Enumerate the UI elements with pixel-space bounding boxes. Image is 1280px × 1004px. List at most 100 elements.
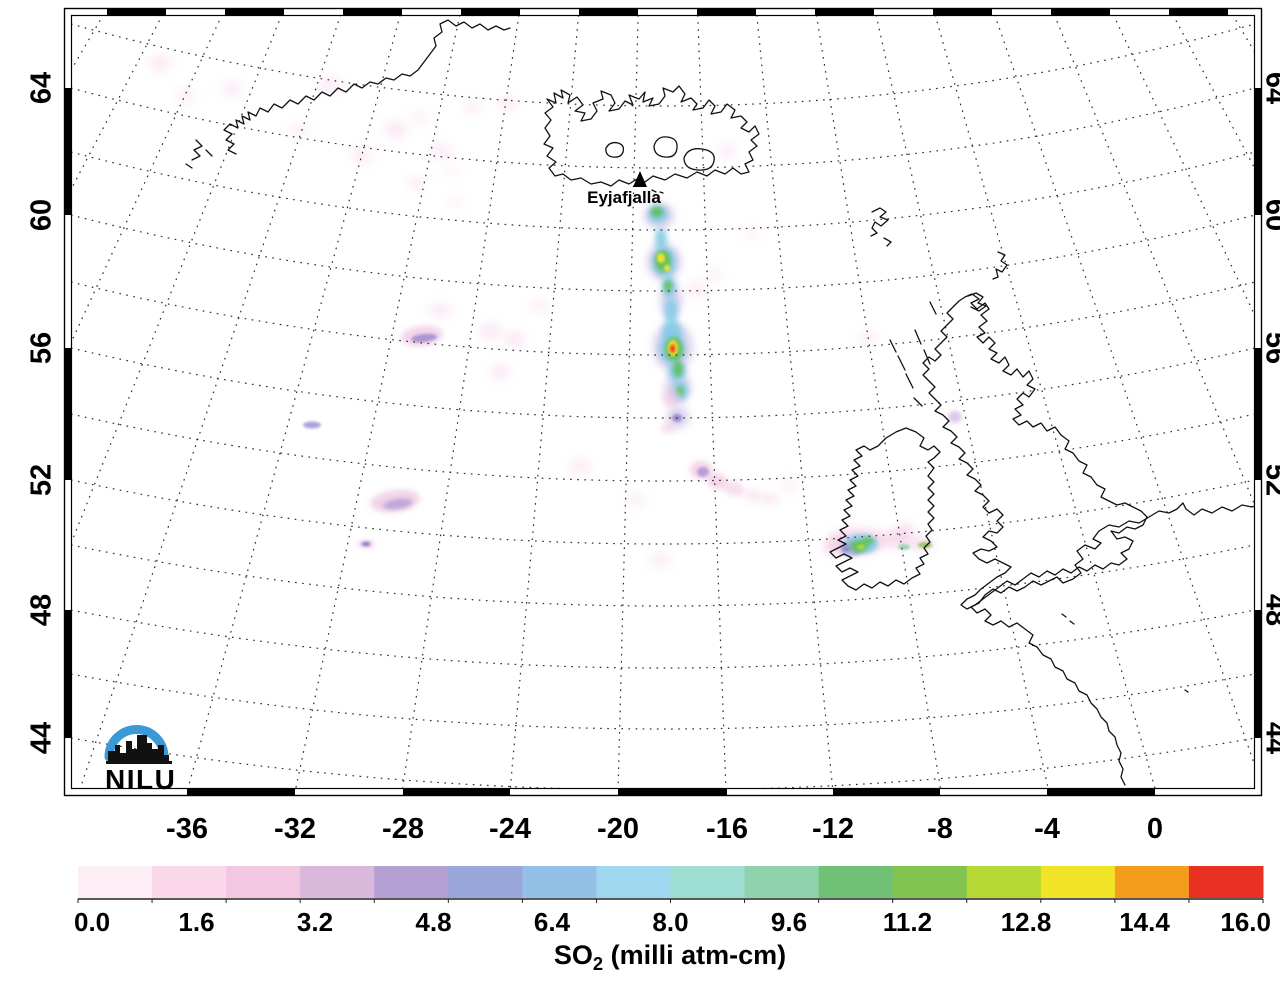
so2-plume-blob [718, 144, 736, 158]
meridian-line--32 [295, 15, 461, 789]
colorbar-tick-label: 3.2 [297, 907, 333, 937]
colorbar-segment [78, 866, 153, 898]
lon-axis-label: -4 [1034, 813, 1060, 845]
so2-plume-blob [447, 197, 463, 207]
coastline-westman-islands [651, 189, 664, 194]
coastline-ireland [829, 427, 941, 591]
coastlines [185, 19, 1255, 786]
parallel-line-48 [71, 609, 1255, 669]
parallel-line-42 [71, 802, 1255, 851]
coastline-faroe-islands [870, 207, 892, 247]
meridian-line--36 [187, 15, 401, 789]
coastline-hebrides [889, 301, 937, 407]
lat-axis-label-left: 60 [25, 199, 57, 231]
colorbar-segment [300, 866, 375, 898]
frame-band-bottom [618, 789, 727, 795]
graticule [71, 15, 1255, 851]
colorbar-segment [152, 866, 227, 898]
so2-plume-blob [670, 345, 675, 353]
lat-axis-label-right: 56 [1260, 332, 1280, 364]
meridian-line--56 [71, 15, 104, 72]
so2-plume-blob [744, 227, 760, 239]
nilu-skyline-icon [115, 745, 120, 763]
so2-plume-blob [291, 124, 309, 136]
frame-band-top [579, 9, 638, 15]
colorbar-tick-label: 16.0 [1220, 907, 1271, 937]
frame-band-top [933, 9, 992, 15]
coastline-iceland-glacier-2 [653, 136, 678, 158]
meridian-line--20 [617, 15, 639, 789]
colorbar-tick-label: 14.4 [1119, 907, 1170, 937]
colorbar-segment [226, 866, 301, 898]
frame-band-left [65, 88, 71, 215]
nilu-skyline-icon [126, 741, 132, 763]
so2-plume-blob [149, 55, 171, 71]
parallel-line-58 [71, 281, 1255, 356]
meridian-line--16 [697, 15, 727, 789]
lon-axis-label: -28 [382, 813, 424, 845]
axis-labels: 64 60 56 52 48 44 64 60 56 52 48 44 -36 -32 -28 -24 -20 -… [25, 72, 1280, 845]
so2-plume-blob [895, 522, 915, 536]
nilu-skyline-icon [120, 753, 126, 763]
so2-plume-blob [664, 280, 672, 292]
map-frame [63, 7, 1263, 797]
frame-band-left [65, 348, 71, 480]
so2-plume-blob [761, 493, 779, 505]
lat-axis-label-right: 60 [1260, 199, 1280, 231]
frame-band-top [107, 9, 166, 15]
frame-band-right [1255, 610, 1261, 738]
so2-plume-blob [383, 498, 413, 510]
frame-outer-line [63, 7, 1263, 797]
so2-plume-blob [862, 537, 874, 545]
so2-plume-blob [662, 389, 680, 407]
so2-plume-blob [303, 421, 321, 429]
colorbar-segment [1040, 866, 1116, 898]
coastline-iceland [543, 85, 760, 187]
coastline-great-britain [922, 293, 1148, 610]
so2-plume-blob [411, 112, 429, 124]
so2-plume-blob [411, 333, 437, 343]
so2-plume-blob [688, 283, 706, 297]
so2-plume-blob [657, 253, 665, 263]
lon-axis-label: -16 [706, 813, 748, 845]
frame-band-top [697, 9, 756, 15]
colorbar-segment [892, 866, 968, 898]
meridian-line--12 [756, 15, 834, 789]
so2-plume-blob [319, 78, 341, 92]
nilu-skyline-icon [158, 745, 164, 763]
so2-plume-blob [431, 143, 451, 157]
colorbar-segment [744, 866, 820, 898]
colorbar-tick-label: 12.8 [1001, 907, 1052, 937]
frame-inner-line [70, 14, 1256, 790]
colorbar-segment [1188, 866, 1264, 898]
lon-axis-label: -12 [812, 813, 854, 845]
so2-plume-blob [673, 361, 683, 377]
colorbar-title: SO2 (milli atm-cm) [554, 940, 786, 974]
frame-band-left [65, 610, 71, 738]
frame-band-right [1255, 88, 1261, 215]
colorbar-tick-label: 4.8 [415, 907, 451, 937]
meridian-line--48 [71, 15, 223, 345]
nilu-logo-text: NILU [105, 764, 176, 795]
meridian-line-8 [1053, 15, 1255, 508]
colorbar-segment [1114, 866, 1190, 898]
meridian-line--52 [71, 15, 163, 191]
colorbar-segment [966, 866, 1042, 898]
so2-plume-blob [898, 544, 910, 550]
meridian-line--40 [79, 15, 342, 789]
so2-plume-blob [407, 177, 425, 189]
coastline-orkney [967, 292, 987, 312]
parallel-line-44 [71, 737, 1255, 789]
so2-plume-blob [655, 228, 667, 250]
lat-axis-label-right: 64 [1260, 72, 1280, 104]
so2-plume-blob [352, 149, 372, 163]
colorbar-segment [596, 866, 671, 898]
so2-plume-blob [531, 300, 549, 312]
coastline-shetland [992, 251, 1008, 280]
frame-band-bottom [403, 789, 510, 795]
volcano-triangle-icon [633, 171, 647, 187]
coastline-greenland-east-coast [223, 19, 511, 155]
nilu-logo: NILU [104, 725, 176, 795]
colorbar-segment [374, 866, 449, 898]
colorbar-tick-label: 1.6 [178, 907, 214, 937]
